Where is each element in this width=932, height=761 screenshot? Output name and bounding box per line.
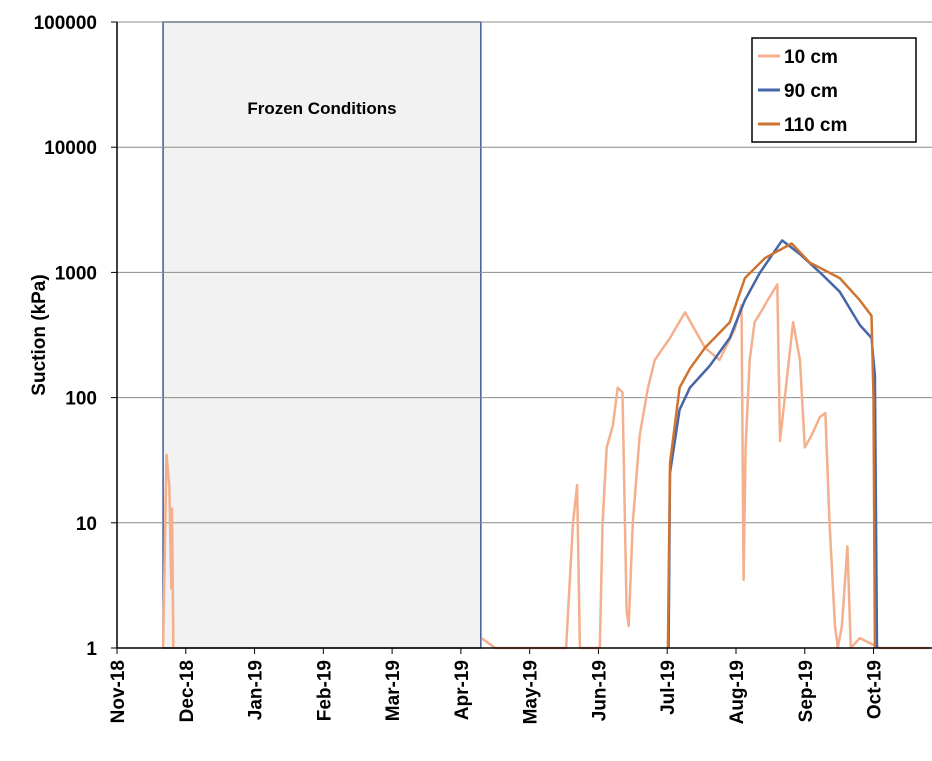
series-line bbox=[666, 242, 877, 649]
series-line bbox=[667, 239, 879, 649]
y-tick-label: 10 bbox=[76, 514, 97, 535]
y-axis-label: Suction (kPa) bbox=[29, 274, 50, 395]
legend-label: 90 cm bbox=[784, 81, 838, 102]
legend-label: 10 cm bbox=[784, 47, 838, 68]
y-tick-label: 10000 bbox=[44, 138, 97, 159]
x-tick-label: Jul-19 bbox=[658, 660, 679, 715]
x-tick-label: Apr-19 bbox=[452, 660, 473, 720]
series-line bbox=[161, 283, 930, 650]
x-tick-label: Dec-18 bbox=[177, 660, 198, 722]
frozen-region bbox=[162, 21, 482, 649]
x-tick-label: Oct-19 bbox=[865, 660, 886, 719]
annotation: Frozen Conditions bbox=[247, 99, 396, 118]
x-tick-label: Feb-19 bbox=[314, 660, 335, 721]
x-tick-label: Sep-19 bbox=[796, 660, 817, 722]
y-tick-label: 1 bbox=[86, 639, 97, 660]
y-tick-label: 100 bbox=[65, 389, 97, 410]
x-tick-label: Nov-18 bbox=[108, 660, 129, 723]
y-tick-label: 1000 bbox=[55, 263, 97, 284]
x-tick-label: Aug-19 bbox=[727, 660, 748, 724]
legend-label: 110 cm bbox=[784, 115, 847, 136]
y-tick-label: 100000 bbox=[34, 13, 97, 34]
x-tick-label: May-19 bbox=[521, 660, 542, 724]
x-tick-label: Jun-19 bbox=[589, 660, 610, 721]
x-tick-label: Jan-19 bbox=[246, 660, 267, 720]
x-tick-label: Mar-19 bbox=[383, 660, 404, 721]
